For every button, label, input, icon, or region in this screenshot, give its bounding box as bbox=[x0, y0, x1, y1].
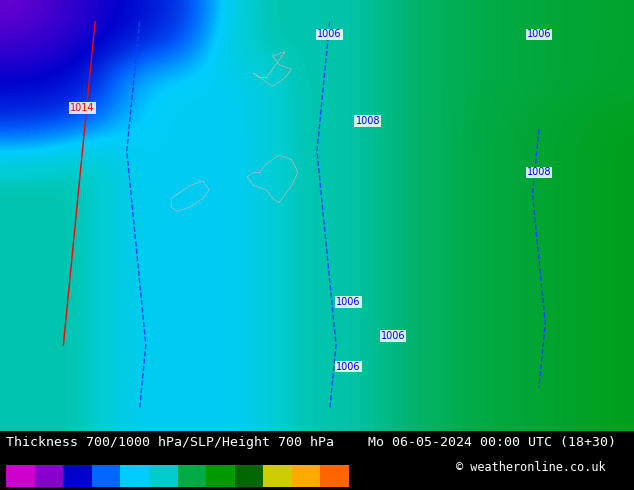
Text: 1008: 1008 bbox=[527, 168, 551, 177]
Text: 1006: 1006 bbox=[318, 29, 342, 40]
Text: 1006: 1006 bbox=[337, 297, 361, 307]
Bar bbox=[235, 465, 263, 487]
Text: 1006: 1006 bbox=[337, 362, 361, 371]
Bar bbox=[92, 465, 120, 487]
Bar bbox=[149, 465, 178, 487]
Bar bbox=[6, 465, 35, 487]
Bar bbox=[206, 465, 235, 487]
Bar bbox=[63, 465, 92, 487]
Text: 1006: 1006 bbox=[527, 29, 551, 40]
Bar bbox=[120, 465, 149, 487]
Text: 1014: 1014 bbox=[70, 103, 94, 113]
Bar bbox=[178, 465, 206, 487]
Bar bbox=[263, 465, 292, 487]
Text: 1008: 1008 bbox=[356, 116, 380, 126]
Bar bbox=[35, 465, 63, 487]
Text: © weatheronline.co.uk: © weatheronline.co.uk bbox=[456, 462, 606, 474]
Bar bbox=[320, 465, 349, 487]
Bar bbox=[292, 465, 320, 487]
Text: Thickness 700/1000 hPa/SLP/Height 700 hPa: Thickness 700/1000 hPa/SLP/Height 700 hP… bbox=[6, 436, 334, 449]
Text: Mo 06-05-2024 00:00 UTC (18+30): Mo 06-05-2024 00:00 UTC (18+30) bbox=[368, 436, 616, 449]
Text: 1006: 1006 bbox=[381, 331, 405, 342]
